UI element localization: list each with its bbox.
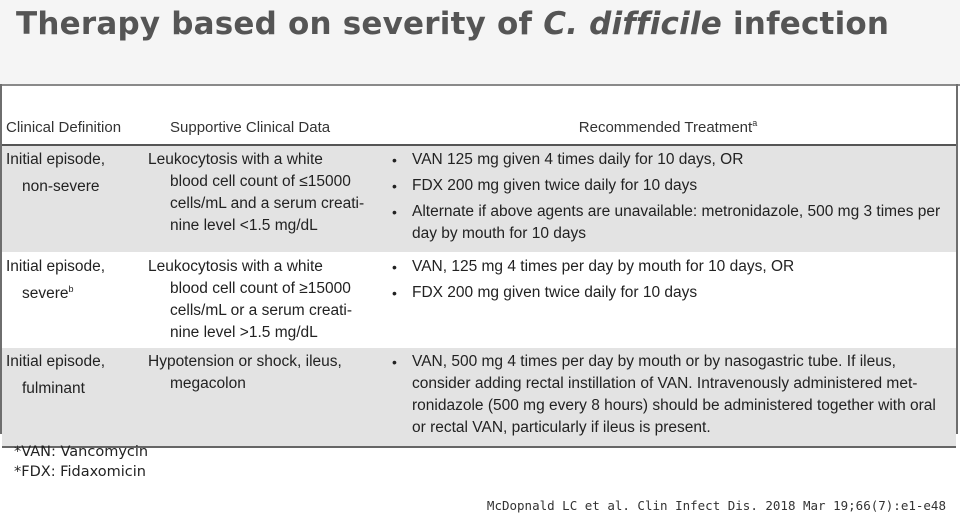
supportive-continuation: megacolon	[170, 375, 246, 392]
definition-line-1: Initial episode,	[6, 151, 106, 168]
treatment-list: VAN, 125 mg 4 times per day by mouth for…	[384, 256, 952, 304]
treatment-item: FDX 200 mg given twice daily for 10 days	[390, 282, 952, 304]
treatment-cell: VAN, 125 mg 4 times per day by mouth for…	[380, 252, 956, 348]
title-text-end: infection	[721, 6, 890, 42]
supportive-line-1: Hypotension or shock, ileus,	[148, 353, 342, 370]
header-treatment-label: Recommended Treatment	[578, 119, 753, 136]
footnote-van: *VAN: Vancomycin	[14, 444, 149, 460]
treatment-item: VAN 125 mg given 4 times daily for 10 da…	[390, 149, 952, 171]
definition-line-2: severeb	[6, 278, 136, 305]
header-supportive-data: Supportive Clinical Data	[140, 112, 380, 146]
treatment-cell: VAN 125 mg given 4 times daily for 10 da…	[380, 145, 956, 253]
clinical-definition-cell: Initial episode, fulminant	[2, 347, 140, 448]
definition-footnote-mark: b	[68, 284, 74, 294]
header-clinical-definition: Clinical Definition	[2, 112, 140, 146]
therapy-table: Clinical Definition Supportive Clinical …	[2, 112, 956, 448]
supportive-line-1: Leukocytosis with a white	[148, 151, 323, 168]
header-recommended-treatment: Recommended Treatmenta	[380, 112, 956, 146]
left-border-line	[0, 84, 2, 434]
supportive-continuation: blood cell count of ≥15000 cells/mL or a…	[170, 280, 353, 341]
clinical-definition-cell: Initial episode, severeb	[2, 252, 140, 348]
definition-line-1: Initial episode,	[6, 353, 106, 370]
definition-severity: non-severe	[22, 178, 100, 196]
treatment-item: Alternate if above agents are unavailabl…	[390, 201, 952, 245]
definition-line-2: non-severe	[6, 171, 136, 198]
title-organism-name: C. difficile	[543, 6, 722, 42]
table-row: Initial episode, severeb Leukocytosis with…	[2, 252, 956, 348]
definition-line-2: fulminant	[6, 373, 136, 400]
slide-title: Therapy based on severity of C. difficil…	[16, 6, 889, 42]
treatment-list: VAN, 500 mg 4 times per day by mouth or …	[384, 351, 952, 439]
treatment-item: VAN, 125 mg 4 times per day by mouth for…	[390, 256, 952, 278]
title-text-start: Therapy based on severity of	[16, 6, 544, 42]
supportive-line-1: Leukocytosis with a white	[148, 258, 323, 275]
citation: McDopnald LC et al. Clin Infect Dis. 201…	[486, 498, 946, 513]
header-treatment-footnote-mark: a	[752, 118, 758, 128]
table-row: Initial episode, fulminant Hypotension or …	[2, 347, 956, 448]
treatment-item: FDX 200 mg given twice daily for 10 days	[390, 175, 952, 197]
right-border-line	[956, 84, 958, 434]
supportive-data-cell: Leukocytosis with a white blood cell coun…	[140, 145, 380, 253]
definition-line-1: Initial episode,	[6, 258, 106, 275]
therapy-table-container: Clinical Definition Supportive Clinical …	[2, 112, 956, 448]
footnote-fdx: *FDX: Fidaxomicin	[14, 464, 146, 480]
supportive-continuation: blood cell count of ≤15000 cells/mL and …	[170, 173, 365, 234]
treatment-item: VAN, 500 mg 4 times per day by mouth or …	[390, 351, 952, 439]
table-header-row: Clinical Definition Supportive Clinical …	[2, 112, 956, 146]
supportive-data-cell: Leukocytosis with a white blood cell coun…	[140, 252, 380, 348]
supportive-data-cell: Hypotension or shock, ileus, megacolon	[140, 347, 380, 448]
treatment-list: VAN 125 mg given 4 times daily for 10 da…	[384, 149, 952, 245]
table-row: Initial episode, non-severe Leukocytosis w…	[2, 145, 956, 253]
clinical-definition-cell: Initial episode, non-severe	[2, 145, 140, 253]
footnotes: *VAN: Vancomycin *FDX: Fidaxomicin	[14, 442, 148, 482]
definition-severity: severe	[22, 285, 69, 303]
definition-severity: fulminant	[22, 380, 85, 398]
title-bar: Therapy based on severity of C. difficil…	[0, 0, 960, 86]
treatment-cell: VAN, 500 mg 4 times per day by mouth or …	[380, 347, 956, 448]
